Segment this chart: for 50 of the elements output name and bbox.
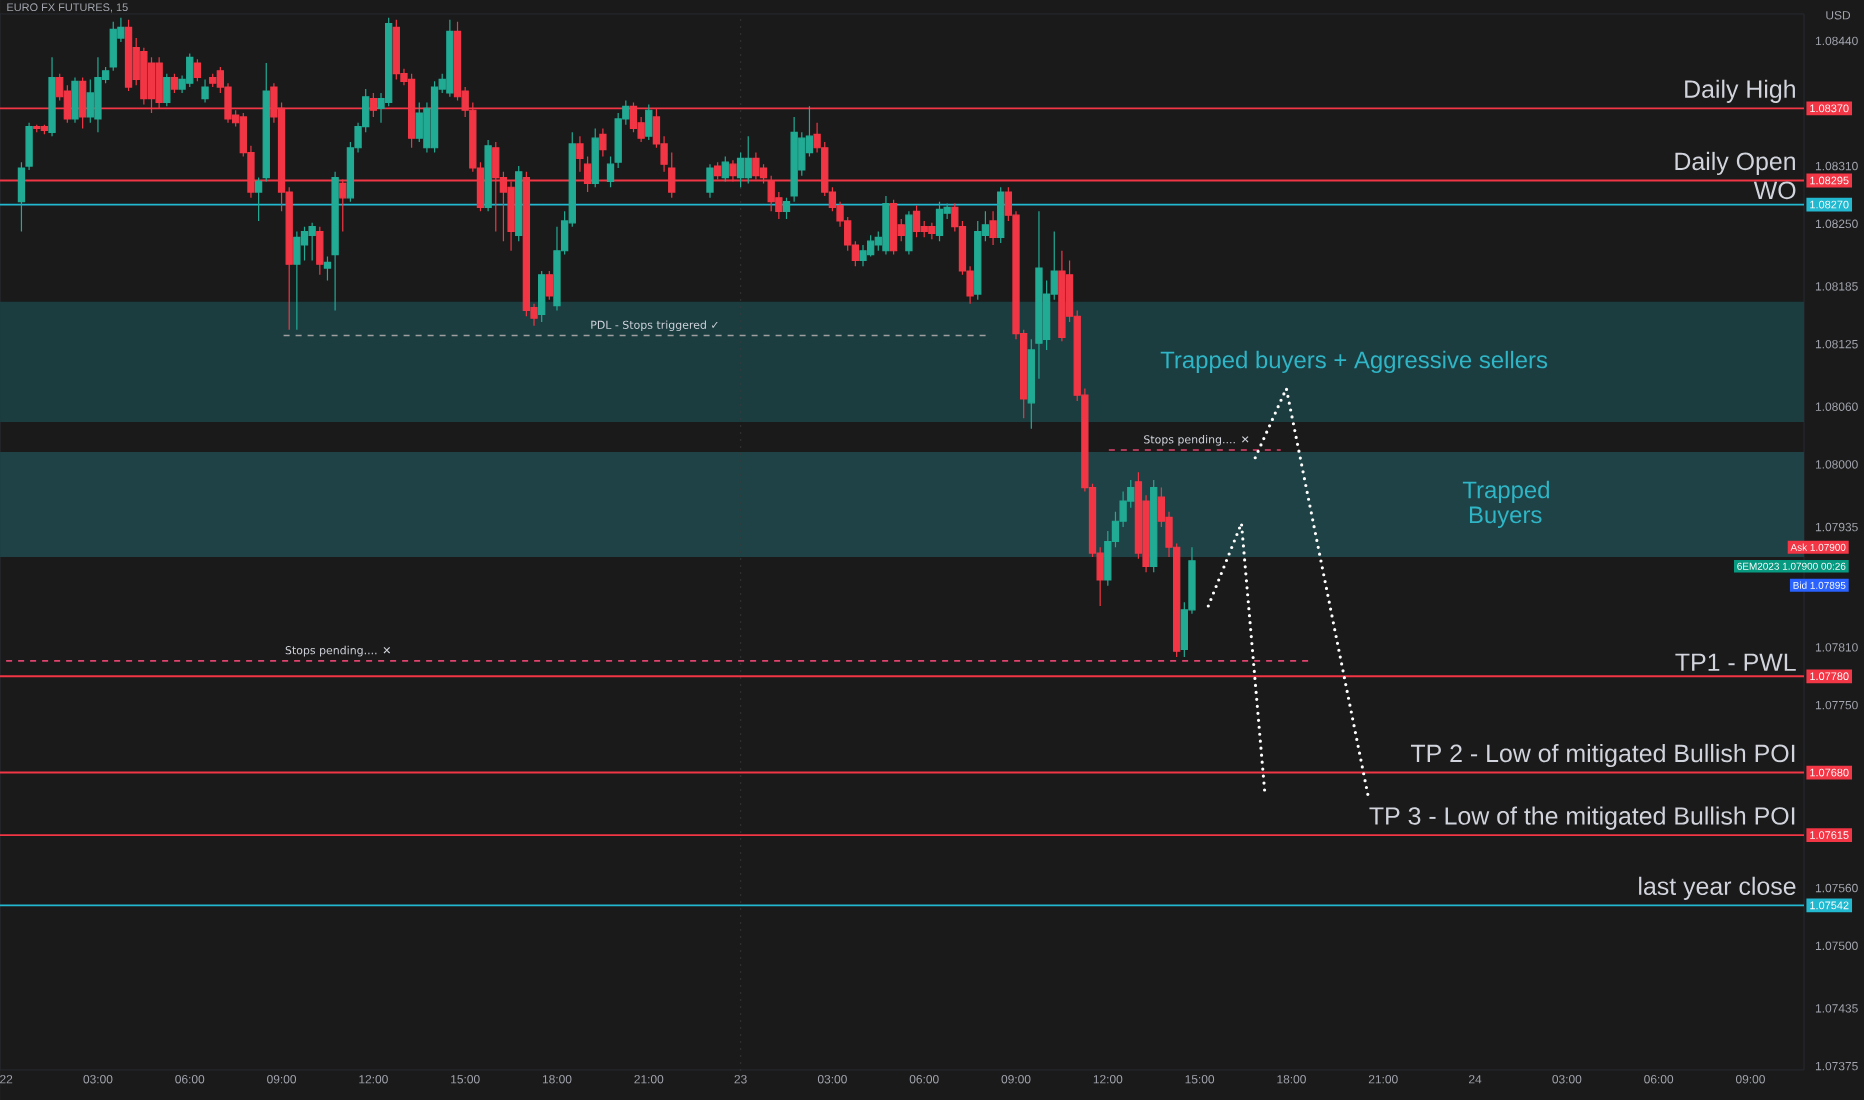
candlestick [706, 163, 714, 199]
candlestick [989, 210, 997, 246]
candlestick [484, 139, 492, 212]
ref-line-label: Daily Open [1675, 151, 1795, 176]
candlestick [1058, 250, 1066, 342]
band-label: Trapped Buyers [1462, 480, 1549, 529]
candlestick [316, 226, 324, 276]
candlestick [538, 270, 546, 323]
candlestick [866, 234, 875, 258]
candlestick [40, 124, 49, 135]
candlestick [721, 155, 729, 183]
ref-line-label: TP 2 - Low of mitigated Bullish POI [1410, 743, 1795, 768]
ref-line-label: last year close [1639, 876, 1796, 900]
ref-line-label: WO [1753, 181, 1796, 200]
candlestick [331, 171, 339, 312]
candlestick [430, 80, 439, 154]
candlestick [209, 73, 217, 88]
candlestick [599, 127, 607, 158]
candlestick [33, 124, 41, 133]
ref-line-label: TP1 - PWL [1675, 653, 1796, 671]
candlestick [262, 62, 270, 183]
candlestick [254, 177, 263, 222]
candlestick [293, 230, 301, 331]
candlestick [912, 204, 921, 238]
candlestick [170, 73, 179, 94]
candlestick [882, 195, 890, 256]
candlestick [446, 19, 454, 98]
candlestick [392, 19, 400, 81]
candlestick [186, 52, 194, 88]
candlestick [928, 222, 936, 240]
candlestick [193, 58, 202, 82]
candlestick [905, 210, 913, 256]
candlestick [744, 135, 752, 184]
candlestick [201, 78, 209, 104]
candlestick [48, 56, 56, 137]
candlestick [545, 270, 553, 301]
candlestick [997, 186, 1005, 244]
candlestick [591, 127, 599, 188]
candlestick [935, 201, 944, 242]
candlestick [71, 76, 79, 124]
candlestick [124, 19, 133, 92]
candlestick [94, 56, 102, 133]
candlestick [645, 103, 653, 141]
candlestick [163, 73, 171, 107]
band-label: Trapped buyers + Aggressive sellers [1160, 350, 1548, 374]
candlestick [308, 222, 316, 261]
ref-line-label: Daily High [1685, 79, 1795, 103]
candlestick [515, 165, 523, 242]
ref-line-label: TP 3 - Low of the mitigated Bullish POI [1369, 806, 1795, 830]
candlestick [109, 21, 117, 72]
